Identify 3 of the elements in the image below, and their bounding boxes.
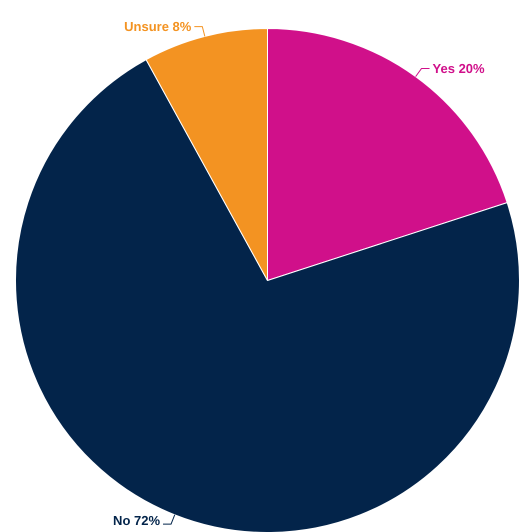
slice-label: No 72%: [113, 513, 160, 528]
slice-label: Unsure 8%: [124, 19, 192, 34]
slice-label: Yes 20%: [432, 60, 486, 76]
